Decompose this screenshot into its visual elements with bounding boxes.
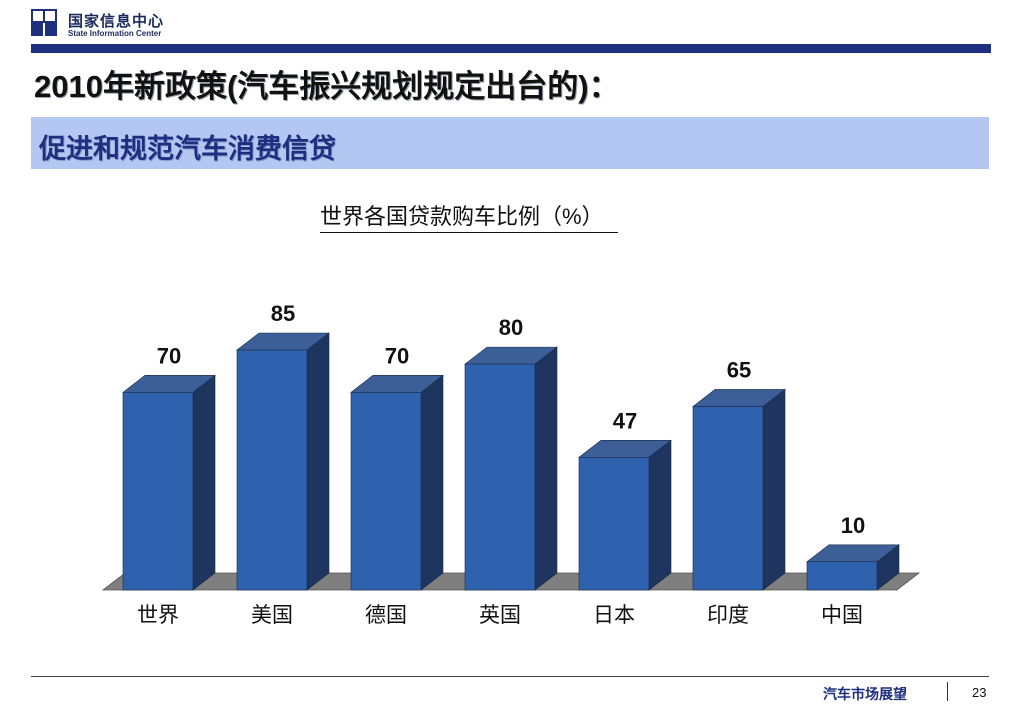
bar-side: [192, 374, 216, 591]
x-tick-label-1: 世界: [137, 603, 179, 627]
bar-3: [350, 374, 444, 591]
page-number: 23: [972, 685, 987, 700]
footer-section-label: 汽车市场展望: [823, 686, 907, 702]
bar-side: [306, 332, 330, 591]
bar-front: [692, 406, 764, 591]
bar-side: [648, 439, 672, 591]
org-logo-icon: [31, 9, 57, 36]
data-label-6: 65: [727, 357, 751, 382]
bar-front: [464, 363, 536, 591]
bar-side: [420, 374, 444, 591]
x-tick-label-3: 德国: [365, 603, 407, 627]
data-label-4: 80: [499, 315, 523, 340]
data-label-5: 47: [613, 408, 637, 433]
slide-subtitle: 促进和规范汽车消费信贷: [39, 134, 336, 164]
footer-separator: [947, 682, 948, 701]
bar-front: [806, 561, 878, 591]
slide-title: 2010年新政策(汽车振兴规划规定出台的)：: [34, 69, 620, 104]
subtitle-band: 促进和规范汽车消费信贷: [31, 117, 989, 169]
org-logo: 国家信息中心 State Information Center: [31, 9, 191, 43]
header-bar: [31, 44, 991, 53]
bar-side: [534, 346, 558, 591]
chart-title: 世界各国贷款购车比例（%）: [320, 199, 618, 233]
x-tick-label-6: 印度: [707, 603, 749, 627]
bar-front: [236, 349, 308, 591]
footer-divider: [31, 676, 989, 677]
bar-front: [578, 456, 650, 591]
org-name-cn: 国家信息中心: [68, 13, 165, 30]
data-label-3: 70: [385, 343, 409, 368]
bar-2: [236, 332, 330, 591]
org-name-en: State Information Center: [68, 29, 162, 38]
bar-front: [350, 392, 422, 591]
data-label-7: 10: [841, 513, 865, 538]
x-tick-label-4: 英国: [479, 603, 521, 627]
bar-side: [762, 388, 786, 591]
bar-front: [122, 392, 194, 591]
data-label-2: 85: [271, 301, 295, 326]
bar-1: [122, 374, 216, 591]
x-tick-label-7: 中国: [821, 603, 863, 627]
bar-7: [806, 544, 900, 591]
data-label-1: 70: [157, 343, 181, 368]
bar-4: [464, 346, 558, 591]
bar-6: [692, 388, 786, 591]
bar-5: [578, 439, 672, 591]
x-tick-label-5: 日本: [593, 603, 635, 627]
x-tick-label-2: 美国: [251, 603, 293, 627]
